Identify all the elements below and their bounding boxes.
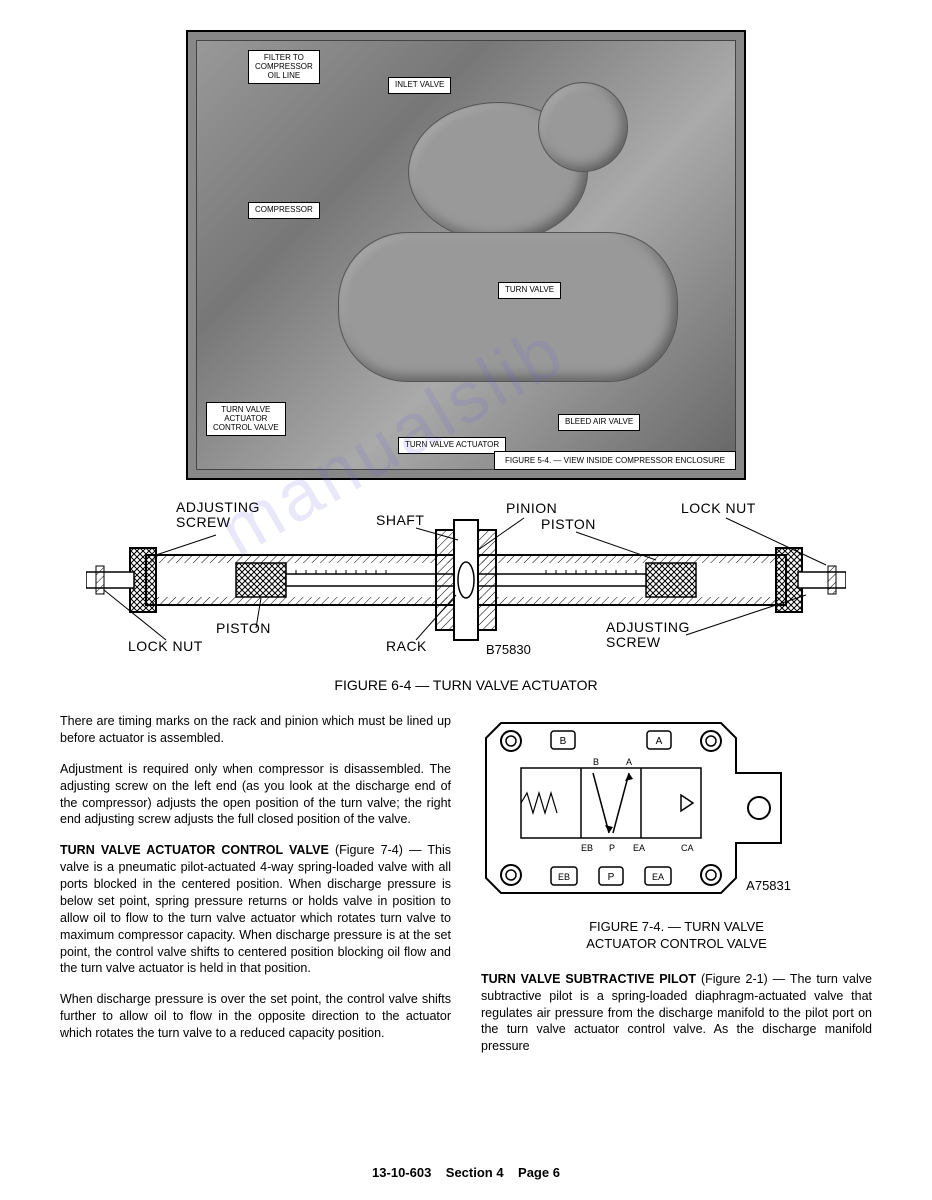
dia-label-pinion: PINION: [506, 500, 557, 516]
footer-page: Page 6: [518, 1165, 560, 1180]
left-column: There are timing marks on the rack and p…: [60, 713, 451, 1069]
heading-control-valve-ref: (Figure 7-4) —: [329, 843, 428, 857]
footer-section: Section 4: [446, 1165, 504, 1180]
dia-drawing-number: B75830: [486, 642, 531, 657]
port-box-eb: EB: [558, 872, 570, 882]
cv-drawing-number: A75831: [746, 877, 791, 895]
port-box-b: B: [560, 736, 567, 747]
heading-subtractive-pilot: TURN VALVE SUBTRACTIVE PILOT: [481, 972, 696, 986]
port-ea: EA: [633, 843, 645, 853]
heading-subtractive-pilot-ref: (Figure 2-1) —: [696, 972, 790, 986]
photo-shape: [538, 82, 628, 172]
diagram-figure-6-4: ADJUSTINGSCREW SHAFT PINION PISTON LOCK …: [86, 500, 846, 665]
callout-turn-valve: TURN VALVE: [498, 282, 561, 299]
right-column: B A EB P EA B A EB P EA CA A75831 FIGURE…: [481, 713, 872, 1069]
para-over-setpoint: When discharge pressure is over the set …: [60, 991, 451, 1042]
port-a: A: [626, 757, 632, 767]
dia-label-lock-nut-left: LOCK NUT: [128, 638, 203, 654]
figure-6-4-caption: FIGURE 6-4 — TURN VALVE ACTUATOR: [60, 677, 872, 693]
control-valve-svg: B A EB P EA B A EB P EA CA: [481, 713, 791, 903]
footer-doc: 13-10-603: [372, 1165, 431, 1180]
callout-compressor: COMPRESSOR: [248, 202, 320, 219]
figure-7-4-caption: FIGURE 7-4. — TURN VALVE ACTUATOR CONTRO…: [481, 919, 872, 953]
page-footer: 13-10-603 Section 4 Page 6: [0, 1165, 932, 1180]
heading-control-valve: TURN VALVE ACTUATOR CONTROL VALVE: [60, 843, 329, 857]
body-text: There are timing marks on the rack and p…: [60, 713, 872, 1069]
dia-label-adjusting-screw-left: ADJUSTINGSCREW: [176, 500, 260, 531]
callout-tv-actuator: TURN VALVE ACTUATOR: [398, 437, 506, 454]
callout-bleed-air: BLEED AIR VALVE: [558, 414, 640, 431]
figure-7-4-caption-l2: ACTUATOR CONTROL VALVE: [586, 936, 767, 951]
callout-tv-actuator-control: TURN VALVEACTUATORCONTROL VALVE: [206, 402, 286, 436]
port-eb: EB: [581, 843, 593, 853]
para-control-valve-text: This valve is a pneumatic pilot-actuated…: [60, 843, 451, 975]
dia-label-shaft: SHAFT: [376, 512, 424, 528]
callout-inlet-valve: INLET VALVE: [388, 77, 451, 94]
dia-label-piston-left: PISTON: [216, 620, 271, 636]
para-timing-marks: There are timing marks on the rack and p…: [60, 713, 451, 747]
dia-label-piston-right: PISTON: [541, 516, 596, 532]
diagram-figure-7-4: B A EB P EA B A EB P EA CA A75831: [481, 713, 791, 913]
photo-shape: [338, 232, 678, 382]
port-p: P: [609, 843, 615, 853]
para-subtractive-pilot: TURN VALVE SUBTRACTIVE PILOT (Figure 2-1…: [481, 971, 872, 1055]
figure-7-4-caption-l1: FIGURE 7-4. — TURN VALVE: [589, 919, 764, 934]
para-adjustment: Adjustment is required only when compres…: [60, 761, 451, 829]
port-ca: CA: [681, 843, 694, 853]
callout-filter: FILTER TOCOMPRESSOROIL LINE: [248, 50, 320, 84]
para-control-valve: TURN VALVE ACTUATOR CONTROL VALVE (Figur…: [60, 842, 451, 977]
port-box-p: P: [608, 872, 615, 883]
photo-figure-5-4: FILTER TOCOMPRESSOROIL LINE INLET VALVE …: [186, 30, 746, 480]
port-box-a: A: [656, 736, 663, 747]
dia-label-rack: RACK: [386, 638, 427, 654]
dia-label-adjusting-screw-right: ADJUSTINGSCREW: [606, 620, 690, 651]
port-box-ea: EA: [652, 872, 664, 882]
photo-caption: FIGURE 5-4. — VIEW INSIDE COMPRESSOR ENC…: [494, 451, 736, 470]
dia-label-lock-nut-right: LOCK NUT: [681, 500, 756, 516]
port-b: B: [593, 757, 599, 767]
